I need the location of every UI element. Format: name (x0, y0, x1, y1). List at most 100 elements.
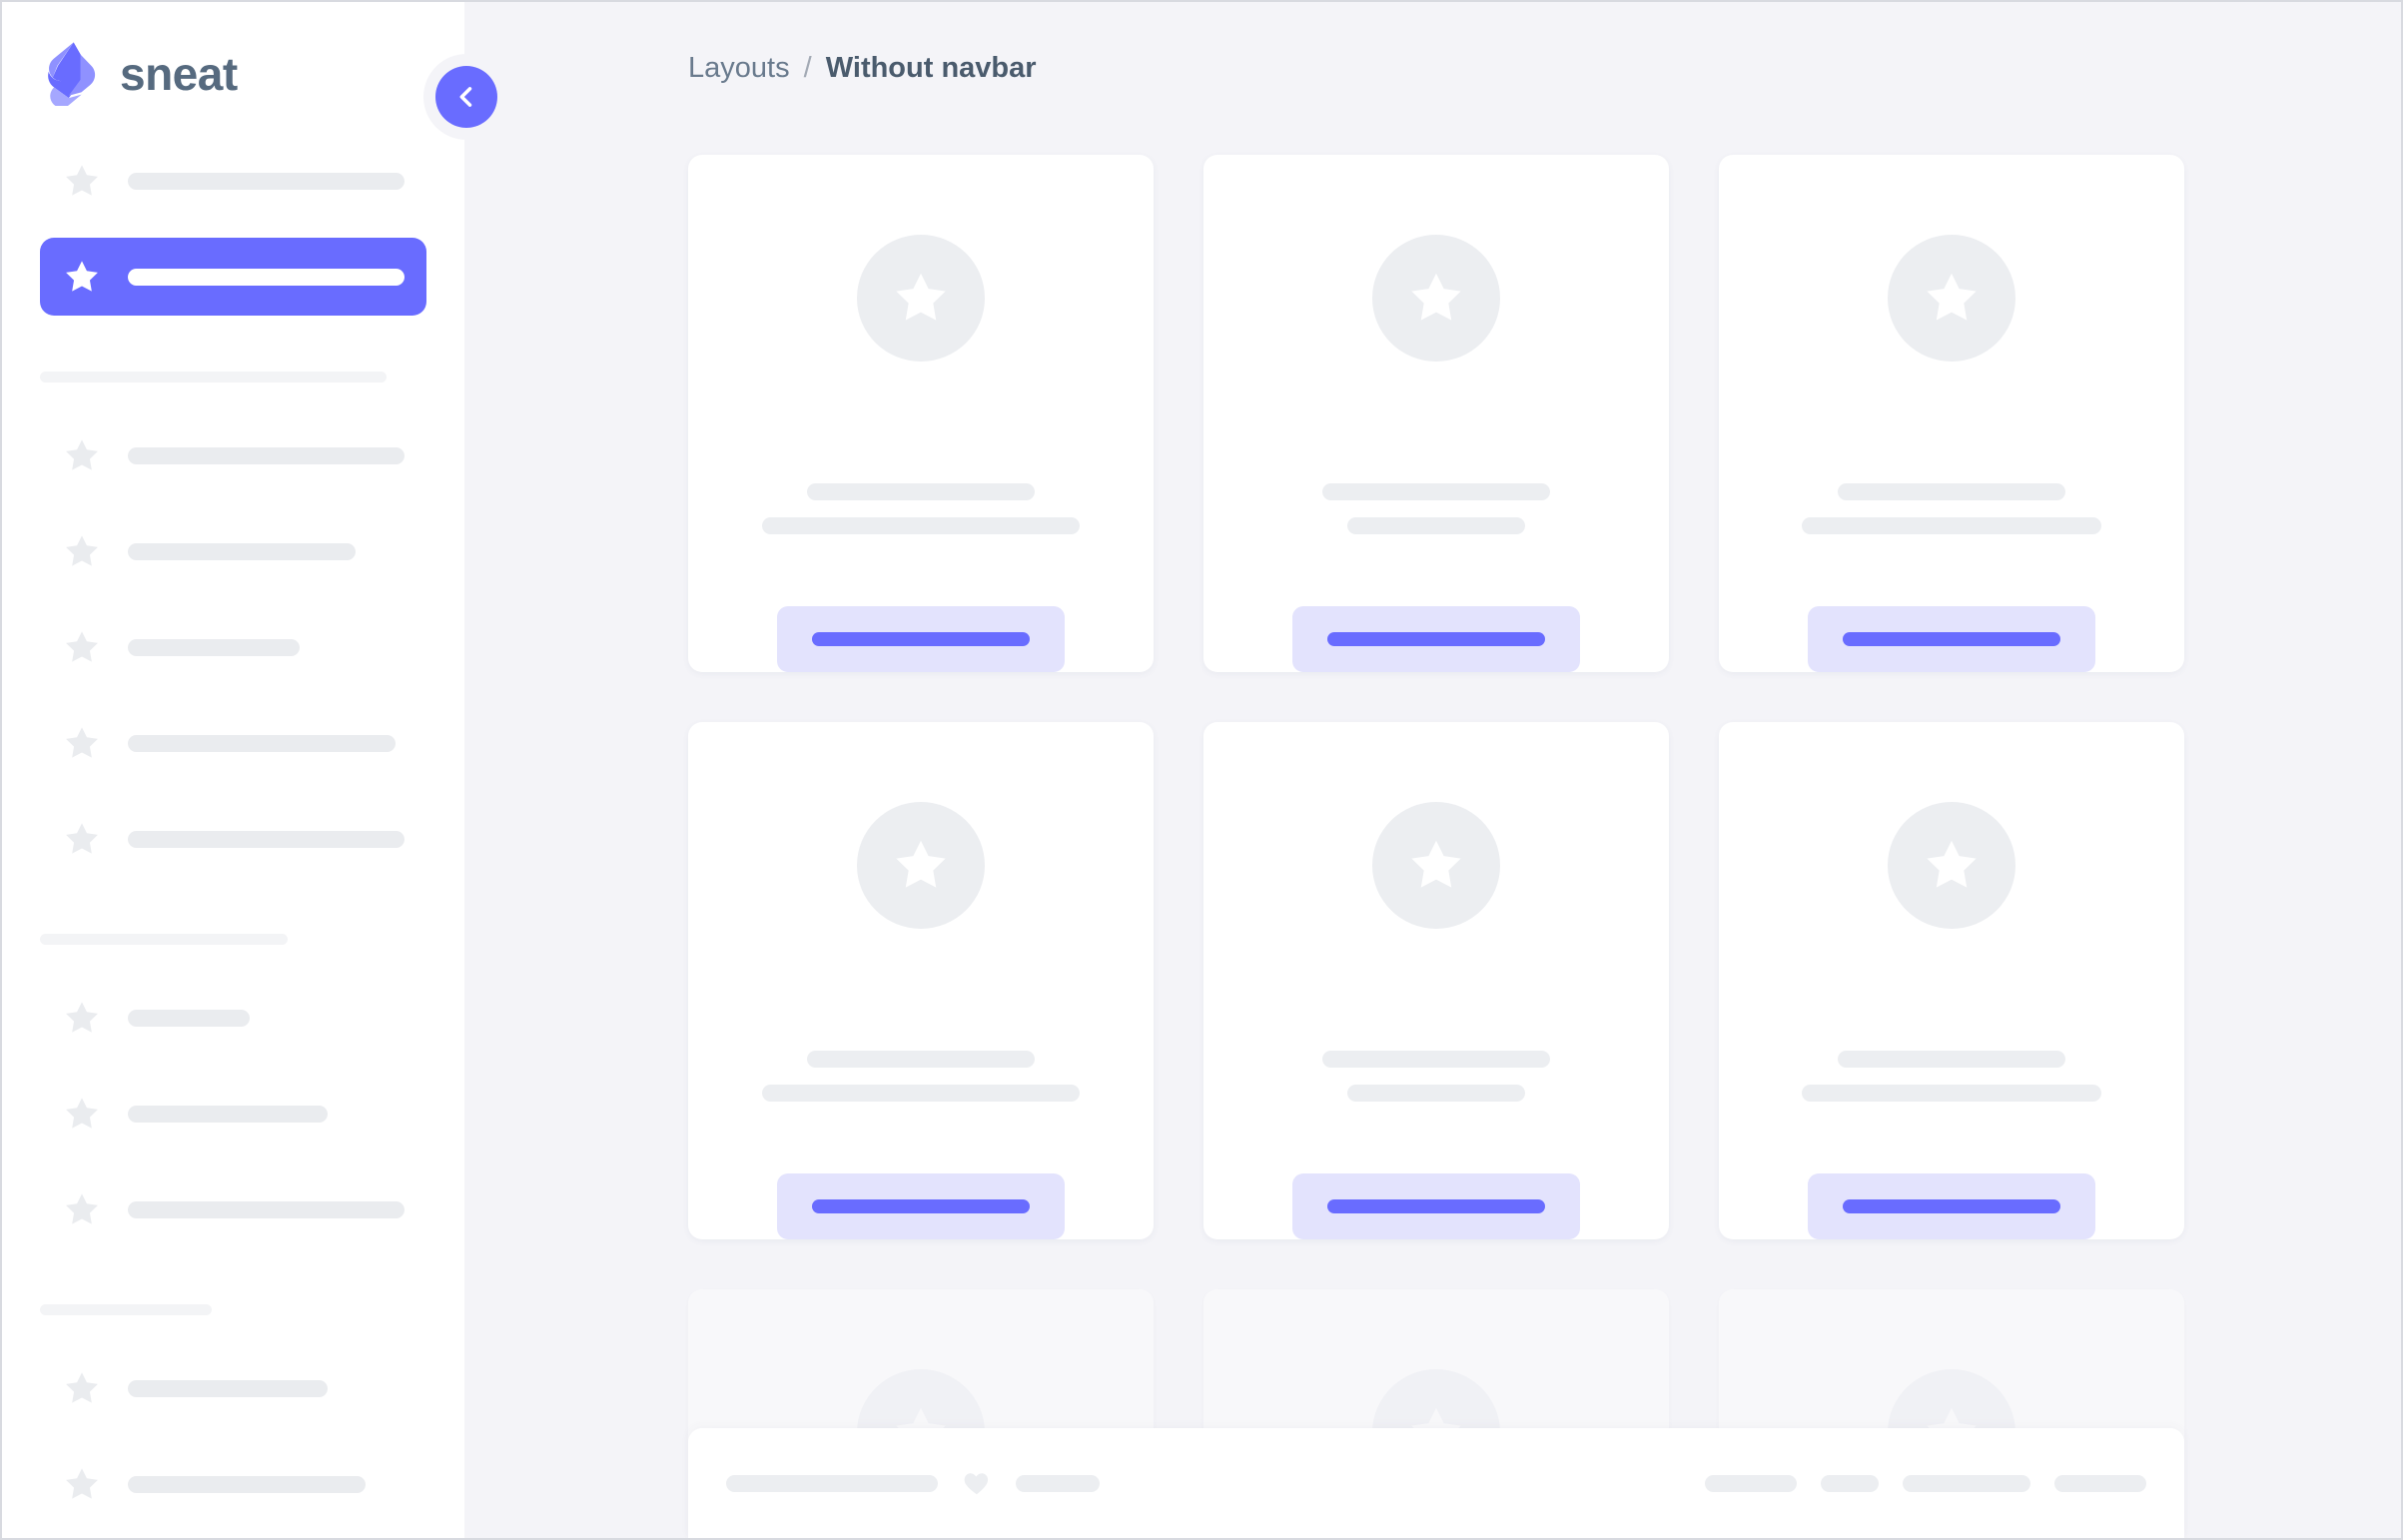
nav-spacer (2, 1057, 464, 1075)
sidebar-item[interactable] (40, 1349, 426, 1427)
star-icon (62, 1464, 102, 1504)
breadcrumb-parent[interactable]: Layouts (688, 52, 790, 84)
nav-spacer (2, 1248, 464, 1304)
nav-spacer (2, 1427, 464, 1445)
star-icon (62, 819, 102, 859)
star-icon (62, 1094, 102, 1134)
sidebar-item-active[interactable] (40, 238, 426, 316)
nav-spacer (2, 1523, 464, 1538)
card-avatar (857, 802, 985, 929)
sidebar-item[interactable] (40, 704, 426, 782)
footer-text-placeholder[interactable] (1016, 1474, 1100, 1492)
star-icon (62, 998, 102, 1038)
footer-right-group (1705, 1474, 2146, 1492)
nav-spacer (2, 220, 464, 238)
sidebar-item[interactable] (40, 1075, 426, 1153)
sidebar-item-label-placeholder (128, 830, 404, 848)
card-title-placeholder (1322, 1050, 1550, 1068)
nav-spacer (2, 878, 464, 934)
footer-text-placeholder[interactable] (1903, 1474, 2030, 1492)
star-icon (62, 1189, 102, 1229)
sidebar-item[interactable] (40, 608, 426, 686)
sidebar-collapse-button[interactable] (435, 66, 497, 128)
star-icon (62, 257, 102, 297)
card-subtitle-placeholder (1802, 1084, 2101, 1102)
nav-spacer (2, 590, 464, 608)
sidebar-item-label-placeholder (128, 1379, 328, 1397)
sidebar-item-label-placeholder (128, 446, 404, 464)
content-card[interactable] (688, 155, 1154, 672)
sidebar-item-label-placeholder (128, 1200, 404, 1218)
sidebar-item[interactable] (40, 512, 426, 590)
card-title-placeholder (1322, 482, 1550, 500)
card-subtitle-placeholder (1802, 516, 2101, 534)
card-action-button[interactable] (1292, 1172, 1580, 1239)
footer-left-group (726, 1468, 1100, 1498)
card-action-button[interactable] (777, 1172, 1065, 1239)
sidebar-item-label-placeholder (128, 268, 404, 286)
card-action-button[interactable] (1808, 1172, 2095, 1239)
star-icon (62, 531, 102, 571)
breadcrumb-separator: / (803, 52, 812, 84)
sidebar-item-label-placeholder (128, 542, 356, 560)
nav-group-divider (40, 934, 288, 945)
page-footer (688, 1428, 2184, 1538)
nav-group-divider (40, 372, 387, 383)
card-action-label-placeholder (1327, 1198, 1545, 1213)
card-title-placeholder (1838, 1050, 2065, 1068)
sidebar-item-label-placeholder (128, 1105, 328, 1123)
content-card[interactable] (1203, 155, 1669, 672)
star-icon (890, 834, 952, 896)
card-action-label-placeholder (812, 631, 1030, 646)
nav-spacer (2, 782, 464, 800)
star-icon (1405, 834, 1467, 896)
star-icon (62, 1368, 102, 1408)
breadcrumb: Layouts / Without navbar (688, 52, 1037, 85)
sidebar-nav (2, 142, 464, 1538)
content-card[interactable] (1719, 155, 2184, 672)
content-card[interactable] (1719, 722, 2184, 1239)
footer-text-placeholder[interactable] (1705, 1474, 1797, 1492)
card-title-placeholder (807, 1050, 1035, 1068)
star-icon (890, 267, 952, 329)
content-card[interactable] (1203, 722, 1669, 1239)
card-action-label-placeholder (812, 1198, 1030, 1213)
content-card[interactable] (688, 722, 1154, 1239)
card-action-button[interactable] (1292, 605, 1580, 672)
card-action-label-placeholder (1843, 1198, 2060, 1213)
footer-text-placeholder[interactable] (726, 1474, 938, 1492)
star-icon (62, 435, 102, 475)
sidebar: sneat (2, 2, 509, 1538)
sidebar-item[interactable] (40, 416, 426, 494)
nav-spacer (2, 686, 464, 704)
sidebar-item[interactable] (40, 1445, 426, 1523)
collapse-toggle-wrapper (423, 54, 509, 140)
card-grid (688, 155, 2184, 1538)
content-area: Layouts / Without navbar (464, 2, 2401, 1538)
card-avatar (1372, 802, 1500, 929)
card-action-button[interactable] (777, 605, 1065, 672)
nav-spacer (2, 945, 464, 979)
sidebar-item[interactable] (40, 142, 426, 220)
brand[interactable]: sneat (40, 40, 238, 108)
footer-text-placeholder[interactable] (1821, 1474, 1879, 1492)
footer-text-placeholder[interactable] (2054, 1474, 2146, 1492)
star-icon (62, 627, 102, 667)
star-icon (1921, 834, 1983, 896)
card-action-button[interactable] (1808, 605, 2095, 672)
nav-spacer (2, 494, 464, 512)
sidebar-item[interactable] (40, 800, 426, 878)
sidebar-item-label-placeholder (128, 172, 404, 190)
sidebar-item-label-placeholder (128, 1009, 250, 1027)
nav-spacer (2, 316, 464, 372)
card-avatar (857, 235, 985, 362)
card-subtitle-placeholder (1347, 516, 1525, 534)
sidebar-item[interactable] (40, 1170, 426, 1248)
card-subtitle-placeholder (762, 1084, 1080, 1102)
sidebar-item[interactable] (40, 979, 426, 1057)
star-icon (62, 723, 102, 763)
sidebar-item-label-placeholder (128, 734, 396, 752)
card-avatar (1372, 235, 1500, 362)
nav-spacer (2, 383, 464, 416)
